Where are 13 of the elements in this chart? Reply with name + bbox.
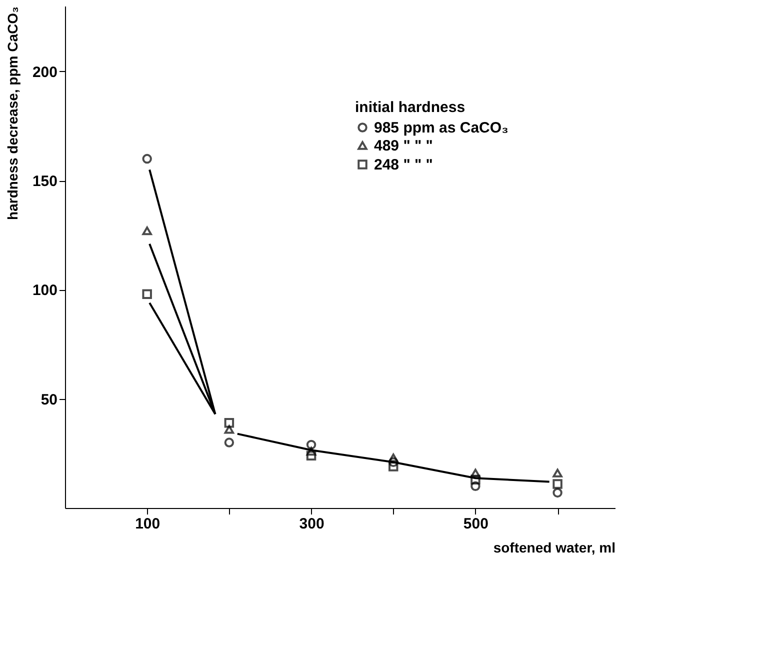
x-tick-label: 300 <box>299 516 324 532</box>
legend-title: initial hardness <box>355 99 466 116</box>
y-tick-label: 50 <box>40 391 58 408</box>
y-tick-label: 100 <box>32 282 58 300</box>
y-axis-title: hardness decrease, ppm CaCO₃ <box>4 6 20 220</box>
x-tick-label: 100 <box>135 516 160 532</box>
legend-label: 489 " " " <box>374 138 433 154</box>
legend-label: 985 ppm as CaCO₃ <box>374 120 509 136</box>
y-tick-label: 150 <box>32 173 58 190</box>
y-tick-label: 200 <box>32 64 58 81</box>
legend-label: 248 " " " <box>374 156 433 174</box>
x-tick-label: 500 <box>463 516 488 532</box>
x-axis-title: softened water, ml <box>493 540 616 556</box>
